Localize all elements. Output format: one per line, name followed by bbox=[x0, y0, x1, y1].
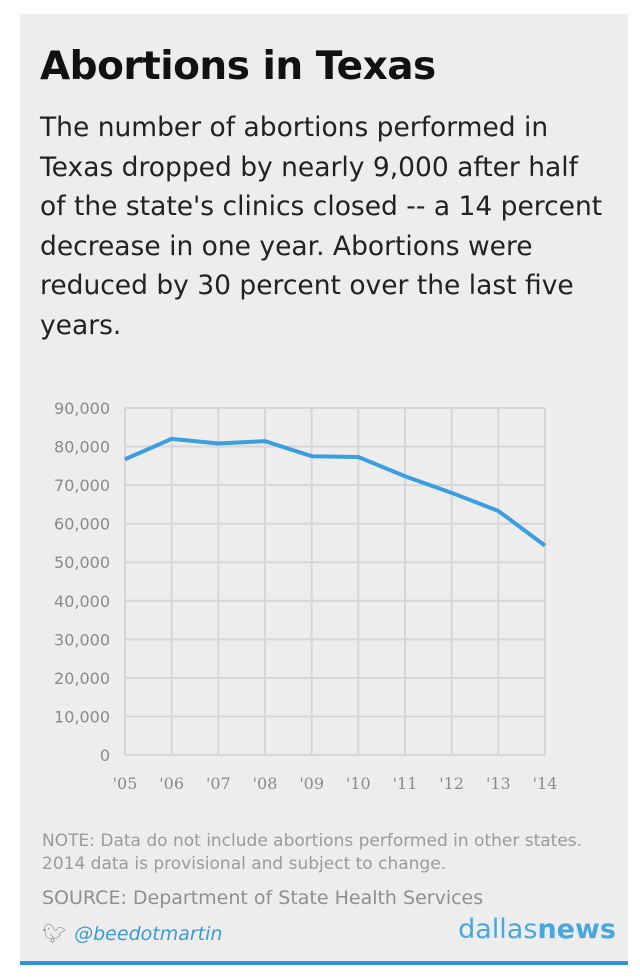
dallasnews-logo: dallasnews bbox=[458, 914, 616, 945]
grid bbox=[124, 407, 546, 756]
series-line bbox=[124, 436, 547, 548]
y-tick-label: 40,000 bbox=[54, 592, 110, 611]
twitter-bird-icon: 🐦︎ bbox=[42, 923, 67, 945]
x-tick-label: '10 bbox=[346, 774, 371, 793]
y-tick-label: 60,000 bbox=[54, 515, 110, 534]
x-tick-label: '13 bbox=[486, 774, 511, 793]
twitter-handle[interactable]: @beedotmartin bbox=[74, 923, 223, 945]
chart-subtitle: The number of abortions performed in Tex… bbox=[40, 112, 603, 341]
y-tick-label: 10,000 bbox=[54, 707, 110, 726]
y-tick-label: 0 bbox=[100, 746, 110, 765]
x-tick-label: '05 bbox=[113, 774, 138, 793]
bottom-rule bbox=[20, 961, 628, 965]
x-tick-label: '11 bbox=[393, 774, 418, 793]
line-chart: 0 10,000 20,000 30,000 40,000 50,000 60,000 70,… bbox=[54, 399, 558, 793]
x-tick-label: '14 bbox=[533, 774, 558, 793]
y-axis-ticks: 0 10,000 20,000 30,000 40,000 50,000 60,000 70,… bbox=[54, 399, 110, 765]
twitter-credit[interactable]: 🐦︎ @beedotmartin bbox=[42, 922, 222, 945]
y-tick-label: 90,000 bbox=[54, 399, 110, 418]
y-tick-label: 20,000 bbox=[54, 669, 110, 688]
y-tick-label: 50,000 bbox=[54, 553, 110, 572]
y-tick-label: 30,000 bbox=[54, 630, 110, 649]
y-tick-label: 70,000 bbox=[54, 476, 110, 495]
x-axis-ticks: '05 '06 '07 '08 '09 '10 '11 '12 '13 '14 bbox=[113, 774, 558, 793]
chart-title: Abortions in Texas bbox=[40, 44, 436, 89]
graphic-card bbox=[20, 14, 628, 964]
y-tick-label: 80,000 bbox=[54, 438, 110, 457]
chart-source: SOURCE: Department of State Health Servi… bbox=[42, 887, 484, 909]
x-tick-label: '07 bbox=[206, 774, 231, 793]
x-tick-label: '09 bbox=[299, 774, 324, 793]
chart-note: NOTE: Data do not include abortions perf… bbox=[42, 831, 583, 874]
x-tick-label: '08 bbox=[253, 774, 278, 793]
x-tick-label: '06 bbox=[159, 774, 184, 793]
x-tick-label: '12 bbox=[439, 774, 464, 793]
